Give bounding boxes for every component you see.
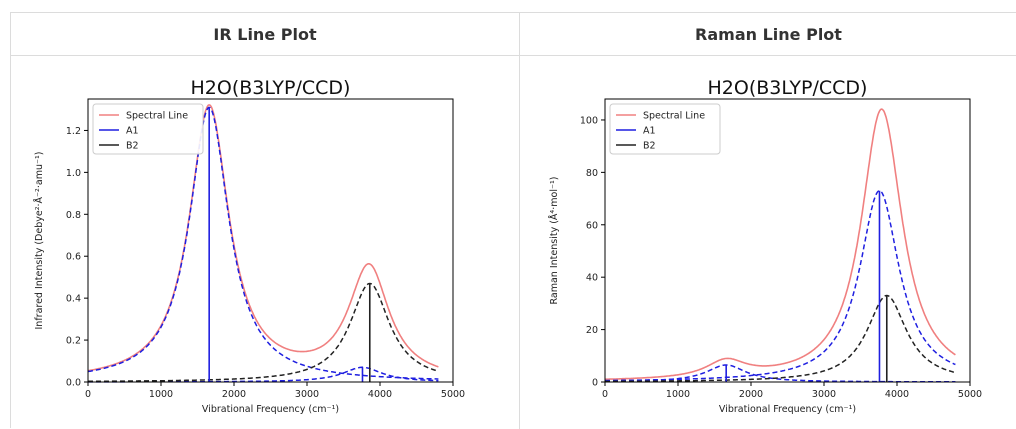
raman-panel: Raman Line Plot H2O(B3LYP/CCD) 0 1000 2000 3… <box>520 13 1016 429</box>
mode-curve-b2-2 <box>605 294 956 383</box>
x-tick-label: 5000 <box>441 389 465 400</box>
ir-panel: IR Line Plot H2O(B3LYP/CCD) 0 1000 2000 3000… <box>11 13 520 429</box>
y-tick-label: 40 <box>586 273 598 284</box>
legend-label: A1 <box>643 126 656 137</box>
chart-title: H2O(B3LYP/CCD) <box>708 77 868 99</box>
legend-label: A1 <box>126 126 139 137</box>
legend: Spectral Line A1 B2 <box>609 103 721 155</box>
legend: Spectral Line A1 B2 <box>92 103 204 155</box>
legend-label: Spectral Line <box>126 111 188 122</box>
y-axis-label: Infrared Intensity (Debye²·Å⁻²·amu⁻¹) <box>33 151 45 329</box>
mode-curve-a1-1 <box>88 366 439 383</box>
ir-panel-header: IR Line Plot <box>11 13 519 56</box>
x-tick-label: 4000 <box>368 389 392 400</box>
y-tick-label: 100 <box>580 115 598 126</box>
y-tick-label: 0.4 <box>66 294 81 305</box>
raman-panel-header: Raman Line Plot <box>520 13 1016 56</box>
spectral-line <box>87 104 439 372</box>
x-tick-label: 0 <box>602 389 608 400</box>
x-tick-label: 3000 <box>812 389 836 400</box>
legend-label: B2 <box>126 141 139 152</box>
mode-curve-a1-1 <box>605 189 956 382</box>
ir-line-plot: H2O(B3LYP/CCD) 0 1000 2000 3000 4000 5000 0.0 0.… <box>33 77 465 415</box>
plot-frame <box>87 98 454 383</box>
y-tick-label: 0 <box>592 378 598 389</box>
y-axis-label: Raman Intensity (Å⁴·mol⁻¹) <box>548 177 560 305</box>
y-tick-label: 20 <box>586 325 598 336</box>
x-tick-label: 1000 <box>149 389 173 400</box>
chart-grid: IR Line Plot H2O(B3LYP/CCD) 0 1000 2000 3000… <box>10 12 1016 429</box>
legend-label: B2 <box>643 141 656 152</box>
x-tick-label: 3000 <box>295 389 319 400</box>
mode-curve-b2-2 <box>88 282 439 383</box>
raman-line-plot: H2O(B3LYP/CCD) 0 1000 2000 3000 4000 5000 0 20 40… <box>548 77 982 415</box>
x-tick-label: 4000 <box>885 389 909 400</box>
y-tick-label: 1.0 <box>66 168 81 179</box>
mode-curve-a1-0 <box>87 106 439 380</box>
plot-frame <box>604 98 971 383</box>
x-tick-label: 2000 <box>222 389 246 400</box>
spectral-line <box>604 108 956 381</box>
legend-label: Spectral Line <box>643 111 705 122</box>
chart-title: H2O(B3LYP/CCD) <box>191 77 351 99</box>
y-tick-label: 0.2 <box>66 336 81 347</box>
x-tick-label: 2000 <box>739 389 763 400</box>
x-tick-label: 0 <box>85 389 91 400</box>
y-tick-label: 0.0 <box>66 378 81 389</box>
legend-box <box>92 103 204 155</box>
y-tick-label: 60 <box>586 220 598 231</box>
x-axis-label: Vibrational Frequency (cm⁻¹) <box>202 404 339 415</box>
x-tick-label: 5000 <box>958 389 982 400</box>
x-axis-label: Vibrational Frequency (cm⁻¹) <box>719 404 856 415</box>
legend-box <box>609 103 721 155</box>
x-tick-label: 1000 <box>666 389 690 400</box>
y-tick-label: 0.8 <box>66 210 81 221</box>
y-tick-label: 80 <box>586 168 598 179</box>
y-tick-label: 0.6 <box>66 252 81 263</box>
y-tick-label: 1.2 <box>66 126 81 137</box>
